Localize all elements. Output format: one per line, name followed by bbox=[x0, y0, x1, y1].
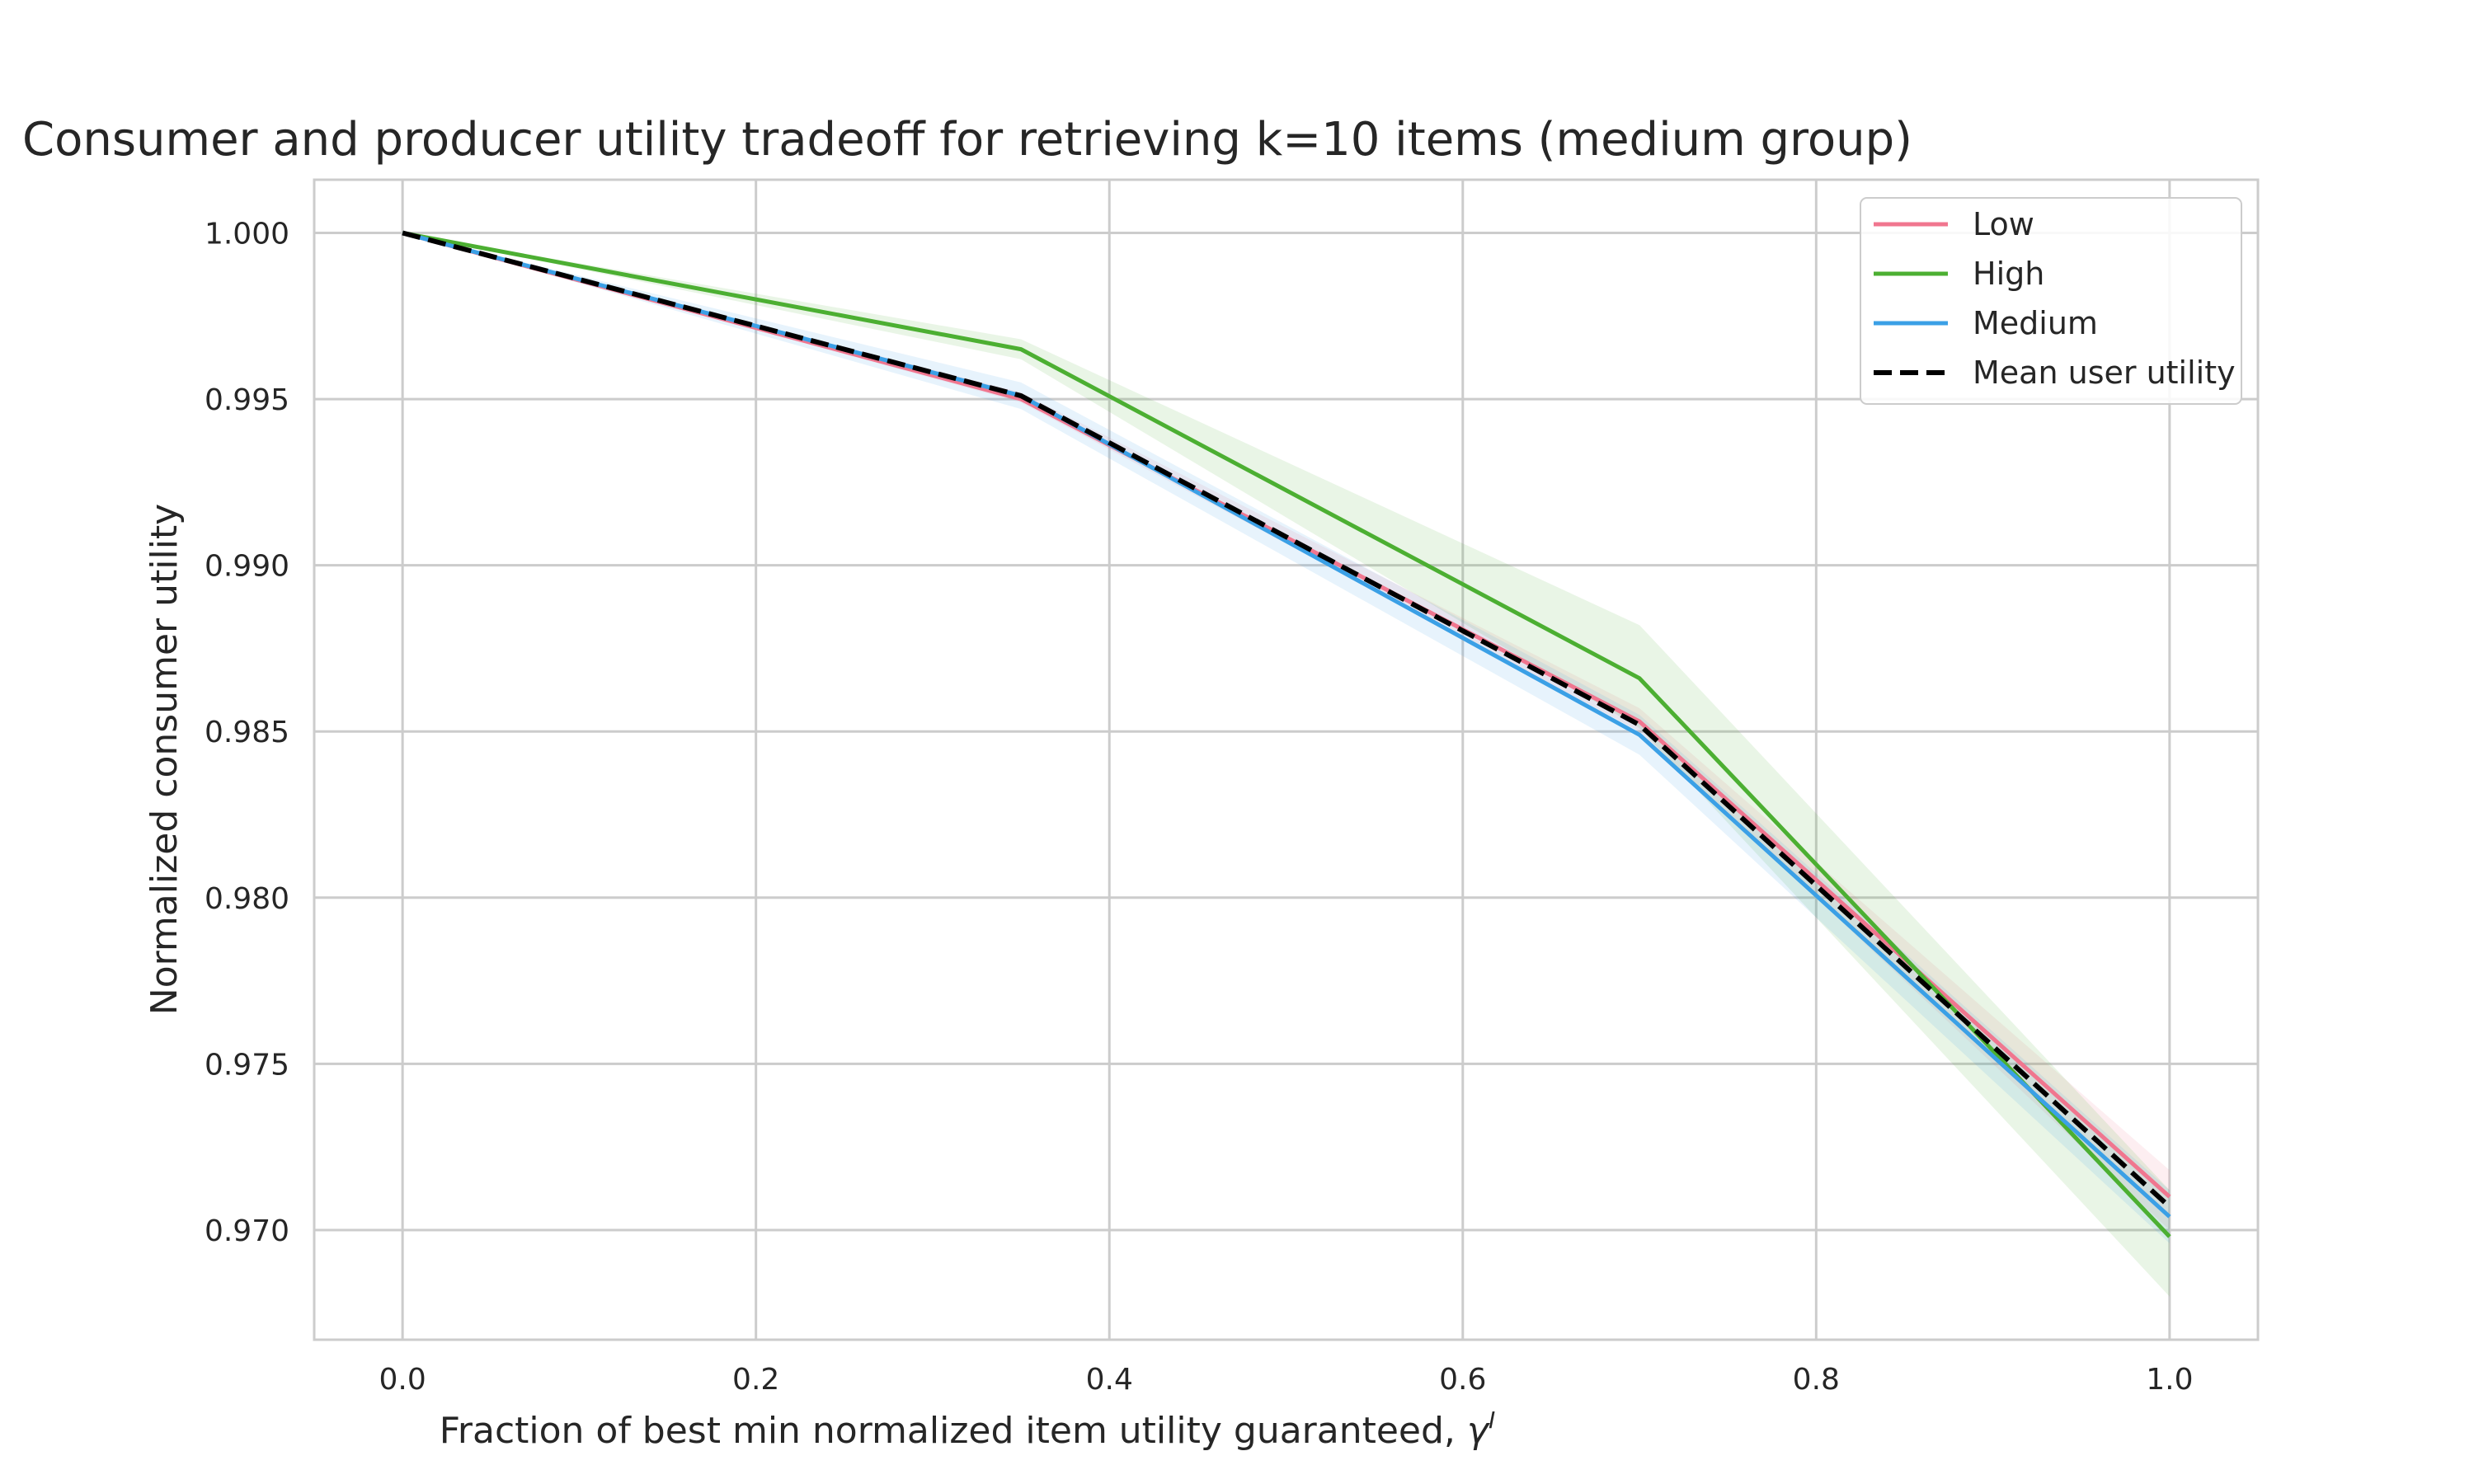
x-tick-label: 0.4 bbox=[1086, 1363, 1133, 1397]
x-axis-label-symbol: γ bbox=[1467, 1410, 1490, 1452]
y-tick-label: 1.000 bbox=[205, 218, 289, 251]
chart-title: Consumer and producer utility tradeoff f… bbox=[22, 113, 1912, 167]
y-tick-label: 0.980 bbox=[205, 882, 289, 916]
x-axis-label-text: Fraction of best min normalized item uti… bbox=[440, 1410, 1467, 1452]
legend-label: Low bbox=[1973, 206, 2034, 242]
y-tick-labels: 0.970 0.975 0.980 0.985 0.990 0.995 1.000 bbox=[205, 218, 289, 1248]
y-tick-label: 0.990 bbox=[205, 550, 289, 584]
x-tick-label: 0.0 bbox=[379, 1363, 426, 1397]
series-lines bbox=[402, 230, 2171, 1238]
x-tick-label: 1.0 bbox=[2146, 1363, 2193, 1397]
series-line-mean-user-utility bbox=[402, 230, 2171, 1209]
x-axis-label-superscript: I bbox=[1489, 1407, 1495, 1434]
x-tick-label: 0.6 bbox=[1439, 1363, 1486, 1397]
legend: Low High Medium Mean user utility bbox=[1860, 197, 2242, 405]
y-tick-label: 0.975 bbox=[205, 1048, 289, 1082]
y-tick-label: 0.985 bbox=[205, 716, 289, 749]
legend-label: High bbox=[1973, 256, 2044, 292]
plot-frame bbox=[313, 178, 2260, 1341]
legend-label: Medium bbox=[1973, 305, 2098, 341]
x-tick-labels: 0.0 0.2 0.4 0.6 0.8 1.0 bbox=[379, 1363, 2194, 1397]
x-tick-label: 0.8 bbox=[1793, 1363, 1840, 1397]
y-tick-label: 0.970 bbox=[205, 1214, 289, 1248]
y-axis-label: Normalized consumer utility bbox=[143, 504, 186, 1015]
legend-box bbox=[1860, 197, 2242, 405]
series-line-high bbox=[402, 231, 2171, 1238]
x-tick-label: 0.2 bbox=[732, 1363, 779, 1397]
y-tick-label: 0.995 bbox=[205, 383, 289, 417]
x-axis-label: Fraction of best min normalized item uti… bbox=[440, 1407, 1495, 1452]
grid bbox=[314, 180, 2258, 1340]
legend-label: Mean user utility bbox=[1973, 355, 2236, 391]
